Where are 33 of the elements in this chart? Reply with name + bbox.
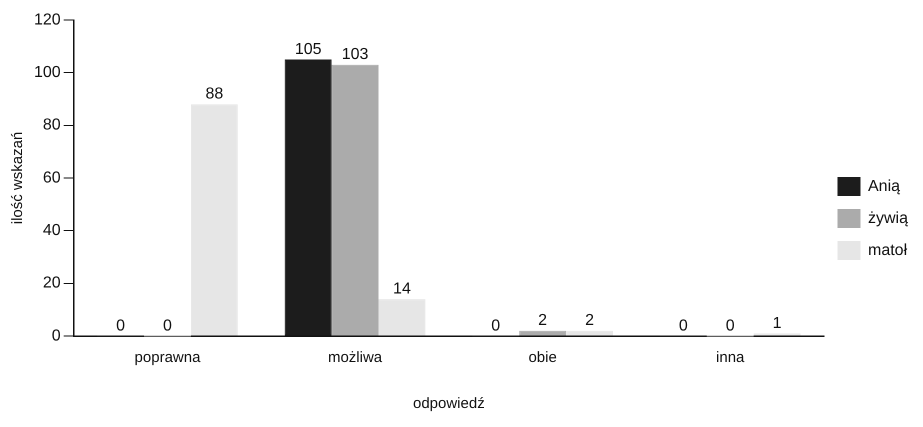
x-tick-label: poprawna xyxy=(134,349,202,366)
data-label: 0 xyxy=(678,317,688,334)
legend-label: żywią xyxy=(868,210,908,227)
data-label: 103 xyxy=(342,46,368,64)
bar xyxy=(378,299,426,336)
data-label: 2 xyxy=(538,312,548,330)
bar xyxy=(332,64,379,336)
x-tick-label: możliwa xyxy=(328,349,383,366)
data-label: 14 xyxy=(393,280,411,298)
data-label: 2 xyxy=(585,312,594,330)
y-tick-label: 40 xyxy=(42,222,61,240)
data-label: 0 xyxy=(163,317,172,334)
data-label: 88 xyxy=(205,86,224,103)
y-tick-label: 60 xyxy=(42,169,61,186)
bar xyxy=(190,104,238,336)
bar xyxy=(519,330,566,336)
data-label: 0 xyxy=(491,317,500,334)
x-axis-title: odpowiedź xyxy=(412,395,485,412)
data-label: 0 xyxy=(726,317,735,334)
data-label: 1 xyxy=(772,314,782,332)
y-tick-label: 120 xyxy=(34,11,61,28)
legend-label: Anią xyxy=(868,178,900,195)
y-tick-label: 100 xyxy=(34,64,61,82)
data-label: 0 xyxy=(116,317,126,334)
y-axis-title: ilość wskazań xyxy=(9,132,26,224)
x-tick-label: obie xyxy=(528,349,557,366)
y-tick-label: 80 xyxy=(42,116,61,134)
y-tick-label: 0 xyxy=(52,327,61,344)
bar xyxy=(566,330,613,336)
y-tick-label: 20 xyxy=(42,274,61,292)
x-tick-label: inna xyxy=(716,349,746,366)
data-label: 105 xyxy=(294,40,322,58)
legend-label: matoł xyxy=(868,242,908,259)
